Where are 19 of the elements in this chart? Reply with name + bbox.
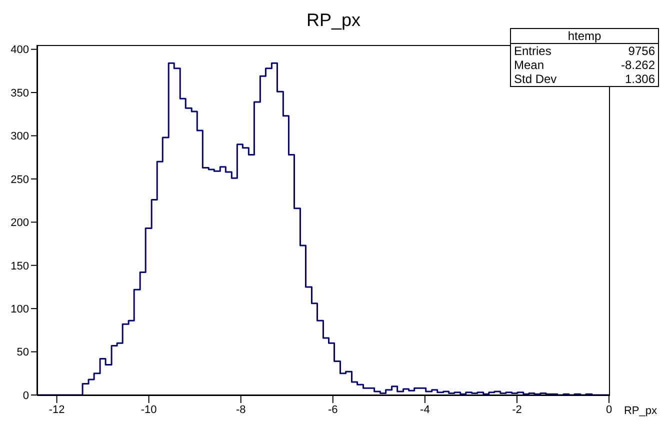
- x-tick-label: -6: [328, 404, 338, 416]
- y-tick-label: 400: [10, 44, 29, 56]
- x-axis-title: RP_px: [624, 405, 657, 417]
- y-tick-label: 250: [10, 174, 29, 186]
- y-tick-label: 100: [10, 303, 29, 316]
- y-tick-label: 150: [10, 260, 29, 272]
- y-tick-label: 300: [10, 130, 29, 143]
- y-tick-label: 0: [22, 390, 29, 402]
- statistics-box: htemp Entries 9756 Mean -8.262 Std Dev 1.306: [510, 28, 659, 87]
- y-tick-label: 50: [16, 346, 29, 359]
- x-tick-label: -4: [420, 404, 430, 416]
- chart-title: RP_px: [306, 10, 361, 30]
- x-tick-label: -8: [236, 404, 246, 416]
- y-tick-label: 350: [10, 87, 29, 100]
- x-tick-label: 0: [606, 404, 612, 416]
- x-tick-label: -12: [48, 404, 65, 416]
- y-tick-label: 200: [10, 217, 29, 230]
- x-tick-label: -2: [512, 404, 522, 416]
- x-tick-label: -10: [140, 404, 157, 416]
